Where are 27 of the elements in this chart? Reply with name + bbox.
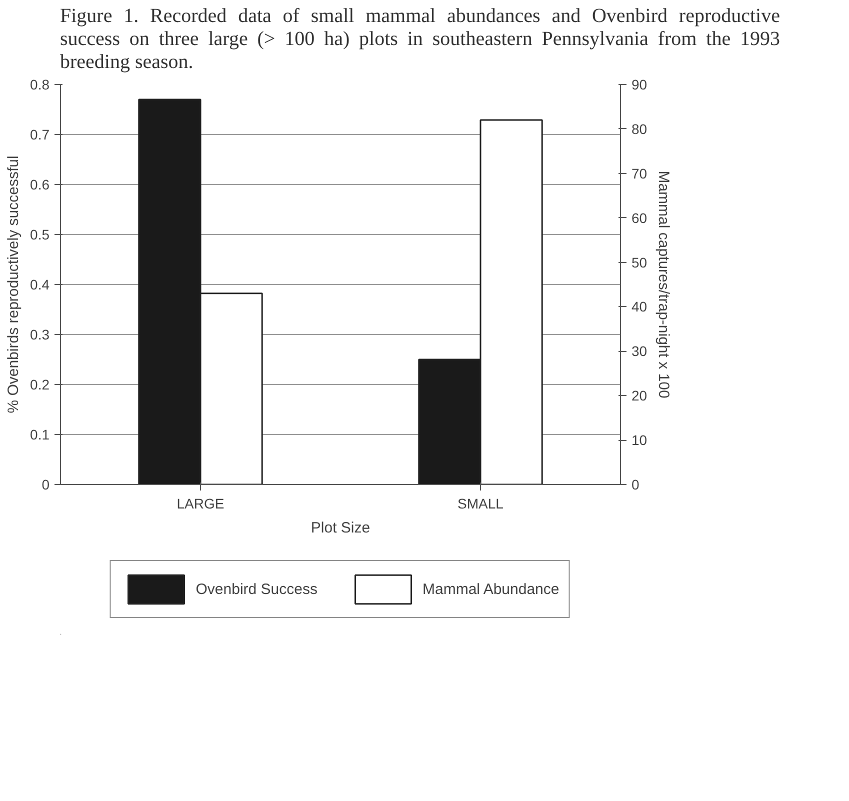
y2-tick-label: 20	[632, 388, 648, 404]
y-tick-label: 0.3	[30, 326, 50, 342]
y2-tick-label: 80	[632, 120, 648, 137]
y-tick-label: 0	[42, 476, 50, 492]
x-tick-label: LARGE	[176, 496, 224, 512]
y-tick-label: 0.4	[30, 276, 50, 292]
y2-axis-title: Mammal captures/trap-night x 100	[655, 170, 672, 398]
x-axis-title: Plot Size	[310, 520, 370, 536]
y2-tick-label: 30	[632, 343, 648, 360]
y2-tick-label: 70	[632, 165, 648, 182]
y-tick-label: 0.8	[30, 76, 50, 92]
y2-tick-label: 90	[632, 76, 648, 92]
y-tick-label: 0.7	[30, 126, 50, 142]
y-axis-title: % Ovenbirds reproductively successful	[5, 156, 22, 414]
y-tick-label: 0.5	[30, 226, 50, 242]
y2-tick-label: 40	[632, 298, 648, 315]
y-tick-label: 0.2	[30, 376, 50, 392]
y2-tick-label: 60	[632, 210, 648, 226]
y-tick-label: 0.6	[30, 176, 50, 192]
chart-title: Figure 1. Recorded data of small mammal abundances and Ovenbird reproductive success on three large (> 100 ha) plots in southeastern Pennsylvania from the 1993 breeding season.	[60, 5, 780, 74]
y2-tick-label: 0	[632, 476, 640, 492]
legend-label: Ovenbird Success	[196, 580, 318, 598]
x-tick-label: SMALL	[458, 496, 504, 512]
y2-tick-label: 10	[632, 432, 648, 448]
legend-label: Mammal Abundance	[422, 580, 560, 598]
y-tick-label: 0.1	[30, 426, 50, 442]
y2-tick-label: 50	[632, 254, 648, 270]
